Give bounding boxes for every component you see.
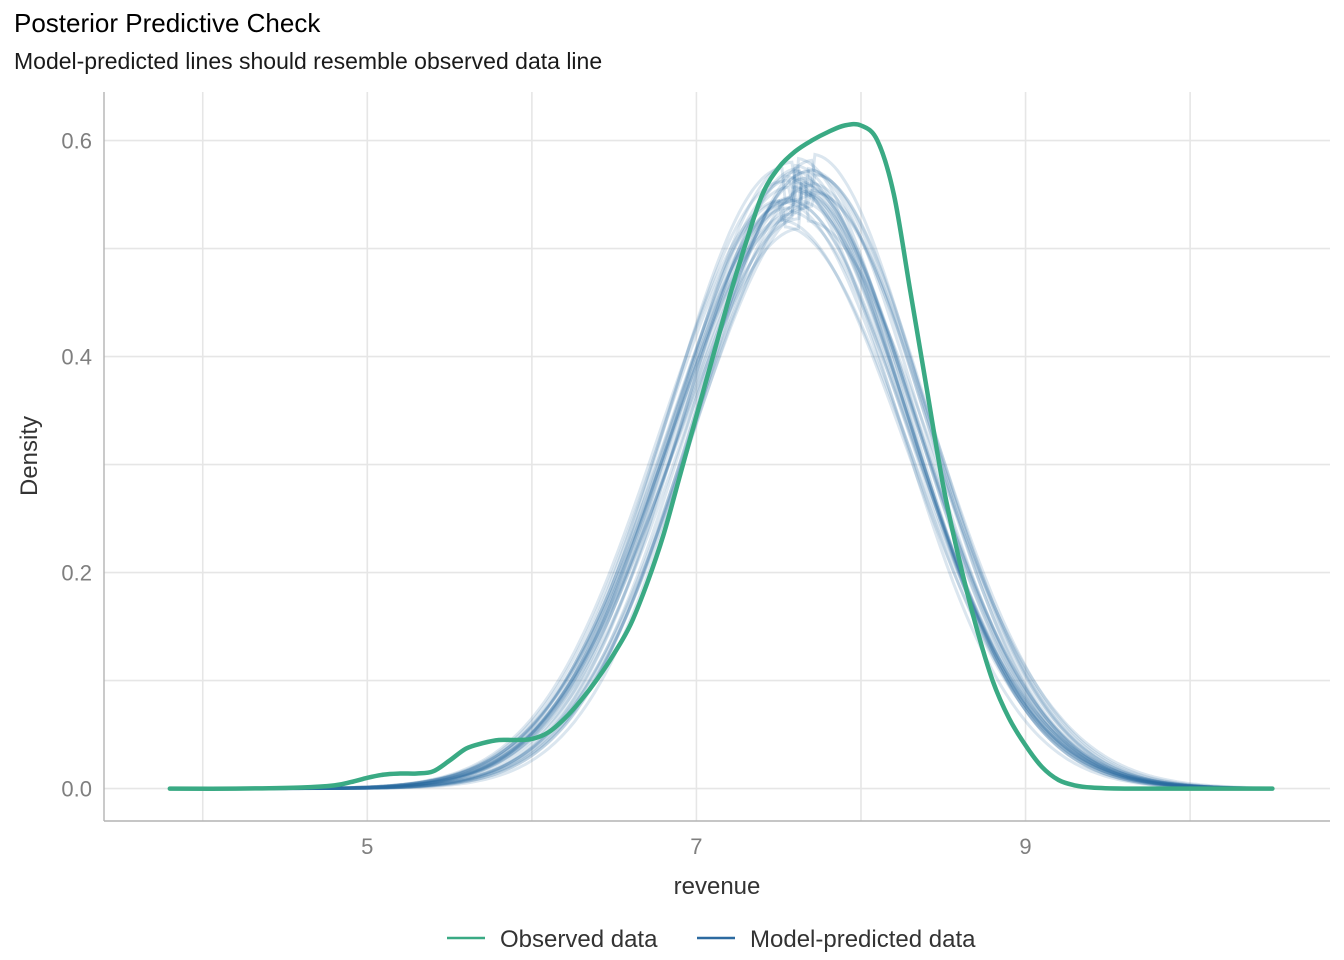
predicted-draw-line bbox=[169, 198, 1273, 791]
predicted-draw-line bbox=[169, 168, 1273, 791]
predicted-lines bbox=[169, 152, 1273, 791]
axes bbox=[103, 92, 1330, 822]
chart-subtitle: Model-predicted lines should resemble ob… bbox=[14, 48, 603, 74]
predicted-draw-line bbox=[169, 188, 1273, 791]
legend: Observed data Model-predicted data bbox=[447, 926, 976, 953]
y-tick-label: 0.2 bbox=[61, 561, 92, 586]
predicted-draw-line bbox=[169, 198, 1273, 791]
predicted-draw-line bbox=[169, 156, 1273, 791]
predicted-draw-line bbox=[169, 166, 1273, 791]
y-tick-label: 0.0 bbox=[61, 777, 92, 802]
predicted-draw-line bbox=[169, 191, 1273, 791]
legend-label-observed: Observed data bbox=[500, 926, 658, 953]
predicted-draw-line bbox=[169, 188, 1273, 791]
y-axis-title: Density bbox=[16, 416, 43, 496]
predicted-draw-line bbox=[169, 169, 1273, 791]
x-tick-label: 5 bbox=[361, 834, 373, 859]
predicted-draw-line bbox=[169, 163, 1273, 791]
observed-data-line bbox=[167, 121, 1275, 791]
predicted-draw-line bbox=[169, 206, 1273, 791]
predicted-draw-line bbox=[169, 179, 1273, 791]
x-axis-title: revenue bbox=[674, 873, 761, 900]
x-tick-label: 7 bbox=[690, 834, 702, 859]
predicted-draw-line bbox=[169, 184, 1273, 791]
legend-label-predicted: Model-predicted data bbox=[750, 926, 976, 953]
predicted-draw-line bbox=[169, 174, 1273, 791]
y-tick-label: 0.4 bbox=[61, 345, 92, 370]
predicted-draw-line bbox=[169, 176, 1273, 791]
tick-labels: 5 7 9 0.0 0.2 0.4 0.6 bbox=[61, 129, 1031, 859]
y-tick-label: 0.6 bbox=[61, 129, 92, 154]
predicted-draw-line bbox=[169, 199, 1273, 791]
grid bbox=[104, 92, 1330, 821]
chart-title: Posterior Predictive Check bbox=[14, 8, 321, 38]
predicted-draw-line bbox=[169, 173, 1273, 791]
predicted-draw-line bbox=[169, 160, 1273, 791]
observed-line bbox=[167, 121, 1275, 791]
predicted-draw-line bbox=[169, 166, 1273, 791]
predicted-draw-line bbox=[169, 178, 1273, 791]
predicted-draw-line bbox=[169, 185, 1273, 791]
x-tick-label: 9 bbox=[1019, 834, 1031, 859]
predicted-draw-line bbox=[169, 158, 1273, 791]
predicted-draw-line bbox=[169, 191, 1273, 791]
predicted-draw-line bbox=[169, 152, 1273, 791]
